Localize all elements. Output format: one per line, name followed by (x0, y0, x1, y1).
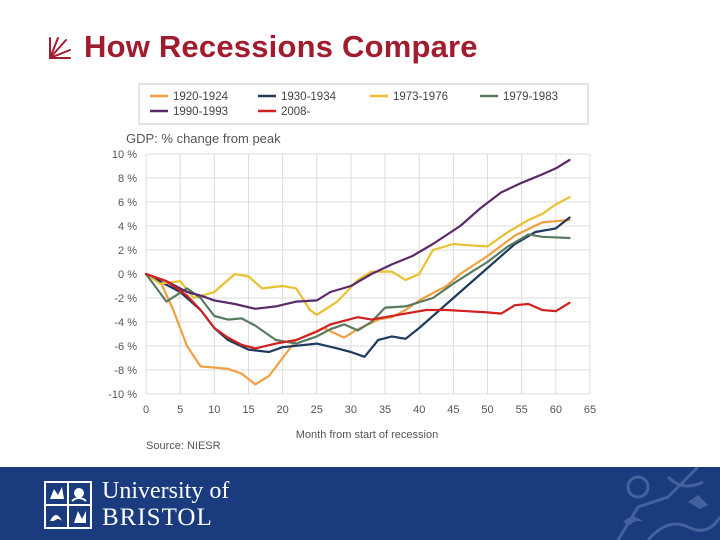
x-tick-label: 35 (379, 404, 391, 416)
x-tick-label: 20 (276, 404, 288, 416)
x-tick-label: 60 (550, 404, 562, 416)
series-line-2008- (144, 272, 571, 350)
x-tick-label: 25 (311, 404, 323, 416)
series-line-1920-1924 (144, 218, 571, 386)
series-line-1979-1983 (144, 233, 571, 345)
y-tick-label: 6 % (118, 197, 137, 209)
y-tick-label: 8 % (118, 173, 137, 185)
series-line-1973-1976 (144, 196, 571, 316)
x-tick-label: 65 (584, 404, 596, 416)
y-tick-label: 4 % (118, 221, 137, 233)
y-tick-label: -6 % (114, 341, 137, 353)
title-row: How Recessions Compare (44, 24, 478, 70)
university-name: University of BRISTOL (102, 478, 230, 531)
y-tick-label: 0 % (118, 269, 137, 281)
x-tick-label: 45 (447, 404, 459, 416)
series-line-1930-1934 (144, 216, 571, 358)
y-tick-label: -2 % (114, 293, 137, 305)
x-tick-label: 10 (208, 404, 220, 416)
bullet-icon (49, 37, 71, 59)
y-tick-label: -10 % (108, 389, 137, 401)
slide-title: How Recessions Compare (84, 29, 478, 64)
series-lines (144, 158, 571, 386)
x-tick-label: 5 (177, 404, 183, 416)
x-tick-label: 40 (413, 404, 425, 416)
footer-bar: University of BRISTOL (0, 467, 720, 540)
y-ticks: 10 % 8 % 6 % 4 % 2 % 0 % -2 % -4 % -6 % -8 % -10 % (108, 149, 137, 401)
x-tick-label: 30 (345, 404, 357, 416)
x-axis-label: Month from start of recession (296, 429, 438, 441)
legend-label: 1973-1976 (393, 91, 448, 103)
recession-chart: 1920-1924 1930-1934 1973-1976 1979-1983 1990… (108, 83, 596, 452)
crest-watermark (616, 467, 720, 540)
university-logo: University of BRISTOL (44, 479, 229, 530)
legend-label: 1990-1993 (173, 106, 228, 118)
legend-label: 1920-1924 (173, 91, 229, 103)
y-tick-label: -8 % (114, 365, 137, 377)
x-tick-label: 50 (481, 404, 493, 416)
x-tick-label: 15 (242, 404, 254, 416)
y-tick-label: 10 % (112, 149, 137, 161)
x-tick-label: 0 (143, 404, 149, 416)
y-tick-label: -4 % (114, 317, 137, 329)
y-tick-label: 2 % (118, 245, 137, 257)
legend-box (138, 83, 589, 125)
grid (145, 153, 591, 395)
x-ticks: 0 5 10 15 20 25 30 35 40 45 50 55 60 65 (143, 404, 596, 416)
crest-icon (44, 480, 92, 529)
source-note: Source: NIESR (146, 440, 221, 452)
series-line-1990-1993 (144, 158, 571, 310)
x-tick-label: 55 (516, 404, 528, 416)
y-axis-label: GDP: % change from peak (126, 131, 281, 146)
legend-label: 1930-1934 (281, 91, 337, 103)
legend-label: 2008- (281, 106, 311, 118)
legend-label: 1979-1983 (503, 91, 558, 103)
legend: 1920-1924 1930-1934 1973-1976 1979-1983 1990… (150, 91, 558, 118)
